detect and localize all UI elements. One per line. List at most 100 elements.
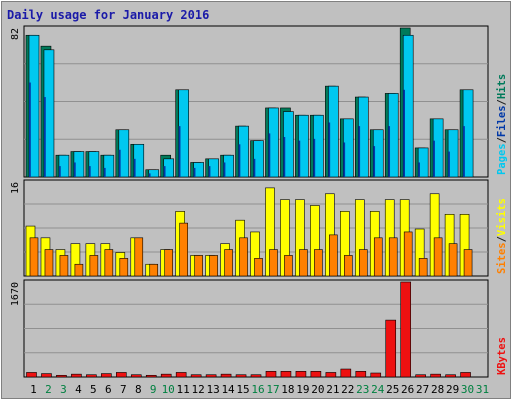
bar-files (103, 154, 115, 178)
bar-sites (209, 255, 218, 277)
panel-2: 16 Sites/Visits (10, 179, 508, 277)
bar-kbytes (280, 371, 292, 378)
bar-sites (134, 237, 144, 277)
bar-kbytes (385, 319, 397, 378)
bar-sites (119, 258, 129, 277)
bar-sites (269, 249, 278, 277)
bar-kbytes (190, 374, 202, 378)
day-label: 15 (236, 383, 249, 396)
bar-kbytes (205, 374, 217, 378)
bar-sites (418, 258, 428, 277)
day-label: 28 (431, 383, 444, 396)
legend-pages: Pages (496, 143, 508, 175)
bar-kbytes (295, 371, 307, 378)
day-label: 24 (371, 383, 385, 396)
y-max-label: 1670 (10, 282, 21, 306)
bar-sites (239, 237, 248, 277)
bar-sites (149, 263, 159, 277)
bar-pages (58, 166, 61, 177)
bar-kbytes (26, 372, 37, 378)
day-label: 13 (206, 383, 219, 396)
bar-kbytes (400, 281, 411, 378)
legend-kbytes: KBytes (496, 337, 508, 375)
bar-files (148, 169, 160, 178)
bar-sites (59, 255, 69, 277)
bar-pages (418, 162, 420, 177)
bar-kbytes (145, 374, 157, 378)
bar-pages (193, 167, 196, 177)
bar-sites (74, 263, 84, 277)
day-label: 25 (386, 383, 399, 396)
bar-sites (403, 231, 413, 277)
day-label: 7 (120, 383, 127, 396)
bar-pages (43, 97, 46, 177)
side-legend: Pages/Files/Hits (496, 74, 508, 175)
bar-sites (463, 249, 473, 277)
bar-kbytes (160, 373, 172, 378)
day-label: 29 (446, 383, 459, 396)
bar-kbytes (445, 374, 456, 378)
bar-pages (29, 82, 31, 177)
bar-kbytes (71, 373, 82, 378)
bar-pages (298, 140, 301, 177)
bar-pages (223, 162, 226, 177)
bar-pages (463, 126, 465, 177)
y-max-label: 16 (10, 182, 21, 194)
legend-files: Files (496, 105, 508, 137)
day-label: 8 (135, 383, 142, 396)
day-label: 23 (356, 383, 369, 396)
legend-separator: / (496, 137, 508, 143)
day-label: 18 (281, 383, 294, 396)
bar-sites (358, 249, 368, 277)
side-legend: Sites/Visits (496, 198, 508, 274)
bar-sites (29, 237, 39, 277)
bar-sites (284, 255, 293, 277)
bar-sites (164, 249, 174, 277)
bar-sites (344, 255, 353, 277)
day-axis-labels: 1 2 3 4 5 6 7 8 9 10 11 12 13 14 15 16 17 18 19 20 21 22 23 24 2… (30, 383, 489, 396)
day-label: 5 (90, 383, 97, 396)
legend-hits: Hits (496, 74, 508, 99)
bar-pages (388, 126, 391, 177)
bar-sites (89, 255, 99, 277)
bar-sites (44, 249, 54, 277)
day-label: 20 (311, 383, 324, 396)
bar-kbytes (355, 371, 367, 378)
bar-sites (329, 234, 338, 277)
bar-kbytes (175, 372, 187, 378)
bar-pages (313, 138, 316, 177)
bar-kbytes (310, 371, 322, 378)
bar-pages (358, 126, 361, 177)
bar-pages (238, 144, 241, 177)
bar-kbytes (250, 374, 262, 378)
bar-pages (328, 122, 331, 177)
bar-files (88, 151, 100, 178)
y-max-label: 82 (10, 28, 21, 40)
side-legend: KBytes (496, 337, 508, 375)
day-label: 2 (45, 383, 52, 396)
bar-pages (403, 89, 405, 177)
day-label: 4 (75, 383, 82, 396)
bar-pages (73, 162, 76, 177)
bar-kbytes (460, 372, 471, 378)
day-label: 19 (296, 383, 309, 396)
day-label: 22 (341, 383, 354, 396)
day-label: 17 (266, 383, 279, 396)
day-label: 11 (177, 383, 190, 396)
chart-title: Daily usage for January 2016 (7, 8, 209, 22)
bar-sites (299, 249, 308, 277)
day-label: 30 (461, 383, 474, 396)
bar-sites (373, 237, 383, 277)
bar-kbytes (415, 374, 426, 378)
day-label: 14 (221, 383, 235, 396)
legend-separator: / (496, 236, 508, 242)
bar-kbytes (86, 374, 97, 378)
bar-pages (448, 151, 450, 177)
bar-kbytes (235, 374, 247, 378)
bar-kbytes (325, 372, 337, 378)
bar-pages (118, 149, 121, 177)
bar-kbytes (116, 372, 127, 378)
bar-pages (253, 158, 256, 177)
